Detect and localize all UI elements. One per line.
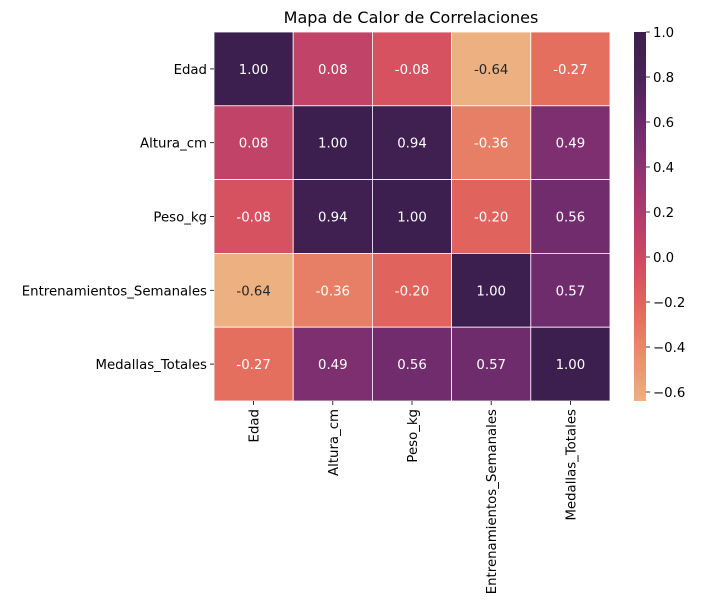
cell-value-label: 0.56 [556,211,586,226]
cell-value-label: -0.64 [474,63,508,78]
colorbar-tick-label: 0.6 [653,116,674,131]
heatmap-cell [371,326,452,402]
cell-value-label: 0.94 [318,211,348,226]
chart-title: Mapa de Calor de Correlaciones [284,8,539,27]
heatmap-cell [371,105,452,181]
heatmap-cell [530,252,611,328]
cell-value-label: -0.27 [236,358,270,373]
heatmap-cell [451,31,532,107]
cell-value-label: 0.56 [397,358,427,373]
x-tick-labels: Edad Altura_cm Peso_kg Entrenamientos_Seman… [248,401,579,594]
cell-value-label: 0.57 [476,358,506,373]
x-tick-label: Entrenamientos_Semanales [485,409,500,594]
heatmap-cell [530,179,611,254]
heatmap-cell [530,31,611,107]
cell-value-label: -0.20 [474,211,508,226]
y-tick-label: Edad [174,63,207,78]
heatmap-cell [292,326,373,402]
cell-value-label: 0.94 [397,137,427,152]
y-tick-label: Medallas_Totales [95,358,207,373]
cell-value-label: -0.08 [236,211,270,226]
cell-value-label: -0.36 [474,137,508,152]
colorbar-tick-label: 0.8 [653,71,674,86]
x-tick-label: Medallas_Totales [564,409,579,521]
heatmap-cell [292,252,373,328]
cell-value-label: 1.00 [476,284,506,299]
y-tick-label: Peso_kg [153,211,207,226]
colorbar-tick-label: 1.0 [653,26,674,41]
colorbar-tick-label: −0.6 [653,386,685,401]
x-tick-label: Edad [248,409,263,442]
heatmap-cells: 1.00 0.08 -0.08 -0.64 -0.27 0.08 1.00 0.94 -0.36… [213,31,611,402]
y-tick-labels: Edad Altura_cm Peso_kg Entrenamientos_Seman… [22,63,214,373]
cell-value-label: -0.36 [316,284,350,299]
cell-value-label: 0.08 [318,63,348,78]
colorbar-tick-label: 0.4 [653,161,674,176]
colorbar-tick-label: −0.2 [653,296,685,311]
heatmap-cell [213,105,294,181]
heatmap-cell [213,31,294,107]
cell-value-label: -0.20 [395,284,429,299]
cell-value-label: 1.00 [318,137,348,152]
colorbar-tick-label: 0.0 [653,251,674,266]
colorbar-tick-label: −0.4 [653,341,685,356]
colorbar-tick-label: 0.2 [653,206,674,221]
cell-value-label: 0.57 [556,284,586,299]
heatmap-cell [213,326,294,402]
heatmap-cell [292,31,373,107]
heatmap-cell [451,252,532,328]
cell-value-label: 0.49 [318,358,348,373]
heatmap-cell [371,31,452,107]
heatmap-cell [371,252,452,328]
cell-value-label: 1.00 [556,358,586,373]
cell-value-label: -0.64 [236,284,270,299]
heatmap-cell [451,179,532,254]
x-tick-label: Peso_kg [406,409,421,463]
cell-value-label: 1.00 [397,211,427,226]
cell-value-label: -0.08 [395,63,429,78]
cell-value-label: 0.49 [556,137,586,152]
y-tick-label: Altura_cm [140,137,207,152]
y-tick-label: Entrenamientos_Semanales [22,284,207,299]
heatmap-cell [530,105,611,181]
cell-value-label: -0.27 [553,63,587,78]
colorbar-gradient [634,32,646,401]
heatmap-cell [530,326,611,402]
heatmap-cell [292,179,373,254]
cell-value-label: 1.00 [239,63,269,78]
cell-value-label: 0.08 [239,137,269,152]
x-tick-label: Altura_cm [327,409,342,476]
colorbar: 1.0 0.8 0.6 0.4 0.2 0.0 −0.2 −0.4 −0.6 [634,26,685,401]
heatmap-cell [371,179,452,254]
